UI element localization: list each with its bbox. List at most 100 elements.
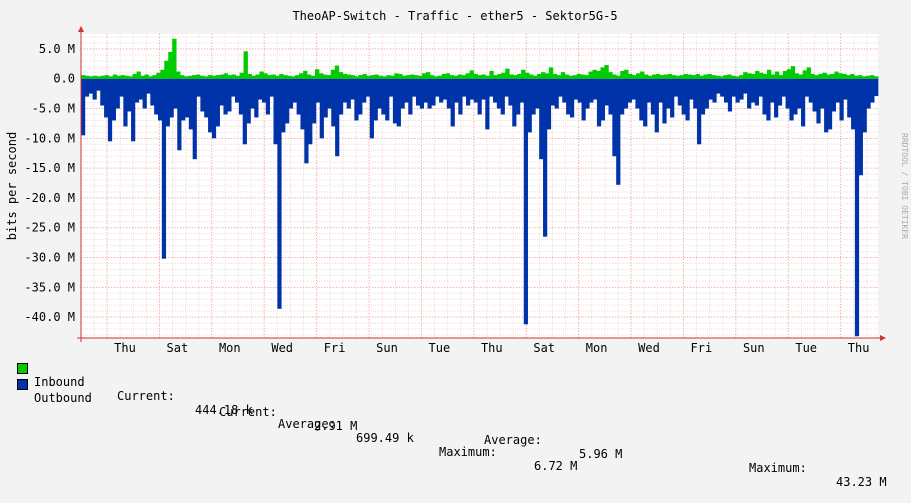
x-tick-label: Sun: [376, 341, 398, 355]
inbound-bar: [636, 73, 641, 79]
inbound-bar: [338, 72, 344, 79]
outbound-bar: [673, 78, 679, 97]
inbound-maximum-value: 6.72 M: [534, 459, 578, 473]
outbound-bar: [369, 78, 374, 139]
inbound-bar: [263, 73, 268, 79]
inbound-bar: [235, 75, 240, 79]
inbound-bar: [168, 51, 173, 79]
outbound-bar: [693, 78, 698, 109]
outbound-bar: [639, 78, 644, 121]
inbound-maximum-label: Maximum:: [439, 445, 497, 459]
inbound-bar: [307, 74, 312, 79]
outbound-bar: [308, 78, 313, 145]
inbound-bar: [695, 73, 700, 79]
outbound-bar: [208, 78, 213, 133]
y-axis-label: bits per second: [5, 132, 19, 240]
outbound-legend-swatch: [17, 379, 28, 390]
inbound-average-value: 699.49 k: [356, 431, 414, 445]
inbound-bar: [679, 75, 685, 79]
x-tick-labels: Thu Sat Mon Wed Fri Sun Tue Thu Sat Mon Wed Fri Sun T…: [114, 341, 869, 355]
outbound-bar: [381, 78, 386, 115]
outbound-bar: [350, 78, 355, 100]
outbound-bar: [508, 78, 513, 106]
outbound-bar: [477, 78, 482, 115]
inbound-bar: [164, 60, 169, 79]
x-tick-label: Wed: [638, 341, 660, 355]
x-tick-label: Fri: [691, 341, 713, 355]
outbound-bar: [504, 78, 509, 97]
inbound-bar: [552, 73, 558, 79]
outbound-bar: [396, 78, 401, 127]
inbound-bar: [743, 72, 748, 79]
inbound-bar: [794, 73, 800, 79]
outbound-bar: [269, 78, 274, 97]
outbound-bar: [754, 78, 759, 106]
inbound-bar: [707, 73, 712, 79]
outbound-bar: [435, 78, 440, 97]
inbound-bar: [822, 72, 827, 79]
inbound-bar: [576, 73, 581, 79]
outbound-bar: [727, 78, 733, 112]
inbound-bar: [140, 75, 145, 79]
inbound-bar: [251, 75, 256, 79]
inbound-bar: [299, 73, 304, 79]
inbound-bar: [108, 76, 114, 79]
y-tick-label: -20.0 M: [24, 191, 75, 205]
y-tick-label: 5.0 M: [39, 42, 75, 56]
outbound-bar: [523, 78, 528, 325]
inbound-bar: [711, 75, 716, 79]
outbound-bar: [801, 78, 806, 127]
outbound-bar: [365, 78, 371, 97]
outbound-bar: [608, 78, 613, 115]
inbound-bar: [223, 73, 229, 79]
y-tick-label: -40.0 M: [24, 310, 75, 324]
x-tick-label: Thu: [114, 341, 136, 355]
inbound-bar: [663, 74, 669, 79]
outbound-bar: [858, 78, 863, 176]
inbound-current-label: Current:: [117, 389, 175, 403]
outbound-bar: [670, 78, 675, 118]
inbound-bar: [199, 75, 205, 79]
outbound-bar: [442, 78, 448, 100]
inbound-bar: [247, 73, 252, 79]
outbound-bar: [211, 78, 217, 139]
inbound-bar: [866, 75, 871, 79]
outbound-bar: [708, 78, 713, 100]
inbound-bar: [330, 69, 336, 79]
inbound-bar: [128, 76, 133, 79]
outbound-bar: [115, 78, 120, 109]
outbound-bar: [789, 78, 794, 121]
outbound-bar: [704, 78, 709, 109]
inbound-bar: [596, 70, 601, 79]
outbound-bar: [258, 78, 263, 100]
outbound-bar: [589, 78, 594, 103]
inbound-bar: [132, 73, 137, 79]
outbound-bar: [512, 78, 517, 127]
outbound-bar: [408, 78, 413, 115]
outbound-bar: [816, 78, 821, 124]
outbound-bar: [620, 78, 625, 115]
inbound-bar: [398, 73, 403, 79]
inbound-bar: [410, 74, 415, 79]
inbound-bar: [160, 69, 165, 79]
outbound-bar: [242, 78, 247, 145]
inbound-bar: [858, 75, 863, 79]
outbound-bar: [319, 78, 324, 139]
outbound-bar: [851, 78, 856, 130]
inbound-bar: [755, 70, 760, 79]
inbound-bar: [402, 75, 407, 79]
inbound-bar: [116, 75, 122, 79]
outbound-bar: [161, 78, 167, 259]
y-tick-label: -5.0 M: [32, 102, 75, 116]
inbound-bar: [188, 75, 193, 79]
outbound-bar: [250, 78, 255, 109]
x-tick-label: Sat: [533, 341, 555, 355]
inbound-bar: [326, 75, 332, 79]
outbound-bar: [577, 78, 582, 103]
inbound-bar: [790, 66, 796, 79]
outbound-bar: [169, 78, 174, 118]
inbound-bar: [406, 75, 411, 79]
y-tick-label: 0.0: [53, 72, 75, 86]
outbound-bar: [346, 78, 351, 109]
inbound-bar: [485, 75, 490, 79]
